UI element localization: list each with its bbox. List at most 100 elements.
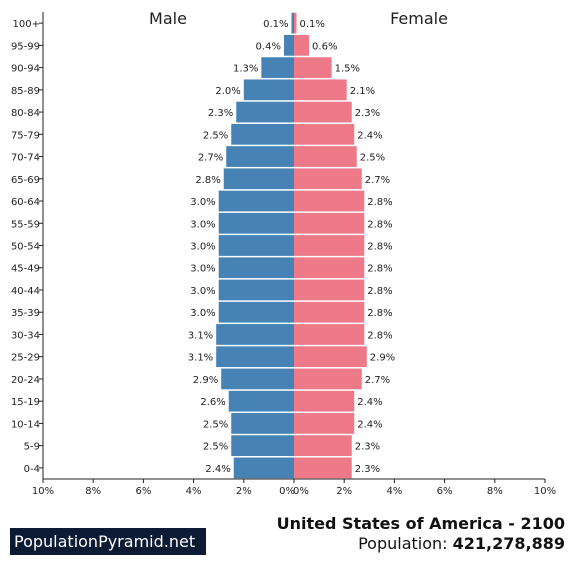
female-bar-35-39 xyxy=(294,301,365,323)
male-bar-55-59 xyxy=(218,212,294,234)
male-bar-20-24 xyxy=(221,368,294,390)
female-value-label-65-69: 2.7% xyxy=(365,175,390,186)
male-value-label-30-34: 3.1% xyxy=(188,330,213,341)
age-label-75-79: 75-79 xyxy=(11,130,40,141)
x-tick-label-4: 2% xyxy=(236,486,252,497)
female-bar-100+ xyxy=(294,12,297,34)
female-value-label-70-74: 2.5% xyxy=(360,153,385,164)
population-value: 421,278,889 xyxy=(452,534,565,553)
male-value-label-0-4: 2.4% xyxy=(205,464,230,475)
age-label-100+: 100+ xyxy=(13,19,40,30)
age-label-55-59: 55-59 xyxy=(11,219,40,230)
female-value-label-15-19: 2.4% xyxy=(357,397,382,408)
age-label-0-4: 0-4 xyxy=(24,464,40,475)
female-value-label-75-79: 2.4% xyxy=(357,130,382,141)
age-label-50-54: 50-54 xyxy=(11,242,40,253)
female-bar-60-64 xyxy=(294,190,365,212)
age-label-60-64: 60-64 xyxy=(11,197,40,208)
male-value-label-60-64: 3.0% xyxy=(190,197,215,208)
female-bar-80-84 xyxy=(294,101,352,123)
male-bar-85-89 xyxy=(243,79,294,101)
female-bar-40-44 xyxy=(294,279,365,301)
male-value-label-75-79: 2.5% xyxy=(203,130,228,141)
female-value-label-0-4: 2.3% xyxy=(355,464,380,475)
female-bar-95-99 xyxy=(294,34,310,56)
age-label-15-19: 15-19 xyxy=(11,397,40,408)
age-label-25-29: 25-29 xyxy=(11,353,40,364)
female-bar-0-4 xyxy=(294,457,352,479)
age-label-85-89: 85-89 xyxy=(11,86,40,97)
male-bar-15-19 xyxy=(228,390,294,412)
female-legend-label: Female xyxy=(390,9,448,28)
male-bar-25-29 xyxy=(216,346,294,368)
male-bar-35-39 xyxy=(218,301,294,323)
age-label-40-44: 40-44 xyxy=(11,286,40,297)
age-label-10-14: 10-14 xyxy=(11,419,40,430)
x-tick-label-1: 8% xyxy=(85,486,101,497)
x-tick-label-0: 10% xyxy=(32,486,54,497)
female-value-label-60-64: 2.8% xyxy=(367,197,392,208)
female-value-label-5-9: 2.3% xyxy=(355,442,380,453)
population-pyramid-chart: Male Female 2.4% 2.3% 2.5% 2.3% 2.5% 2.4% 2.6%… xyxy=(11,9,556,497)
male-value-label-65-69: 2.8% xyxy=(195,175,220,186)
male-bar-65-69 xyxy=(223,168,294,190)
female-bar-10-14 xyxy=(294,413,355,434)
female-bar-45-49 xyxy=(294,257,365,279)
female-value-label-45-49: 2.8% xyxy=(367,264,392,275)
female-bar-90-94 xyxy=(294,57,332,78)
female-value-label-40-44: 2.8% xyxy=(367,286,392,297)
male-value-label-20-24: 2.9% xyxy=(193,375,218,386)
male-value-label-50-54: 3.0% xyxy=(190,242,215,253)
male-legend-label: Male xyxy=(149,9,187,28)
brand-logo[interactable]: PopulationPyramid.net xyxy=(10,528,206,555)
male-value-label-85-89: 2.0% xyxy=(215,86,240,97)
age-label-65-69: 65-69 xyxy=(11,175,40,186)
x-tick-label-3: 4% xyxy=(186,486,202,497)
female-bar-85-89 xyxy=(294,79,347,101)
x-tick-label-10: 8% xyxy=(487,486,503,497)
population-line: Population: 421,278,889 xyxy=(358,534,565,553)
male-value-label-55-59: 3.0% xyxy=(190,219,215,230)
male-value-label-90-94: 1.3% xyxy=(233,64,258,75)
female-bar-50-54 xyxy=(294,235,365,256)
female-value-label-100+: 0.1% xyxy=(300,19,325,30)
male-value-label-70-74: 2.7% xyxy=(198,153,223,164)
age-label-80-84: 80-84 xyxy=(11,108,40,119)
male-value-label-5-9: 2.5% xyxy=(203,442,228,453)
age-label-45-49: 45-49 xyxy=(11,264,40,275)
male-bar-95-99 xyxy=(283,34,294,56)
male-bar-60-64 xyxy=(218,190,294,212)
male-value-label-15-19: 2.6% xyxy=(200,397,225,408)
male-bar-80-84 xyxy=(236,101,294,123)
male-bar-40-44 xyxy=(218,279,294,301)
age-label-70-74: 70-74 xyxy=(11,153,40,164)
male-bar-50-54 xyxy=(218,235,294,256)
male-value-label-95-99: 0.4% xyxy=(256,41,281,52)
female-bar-30-34 xyxy=(294,324,365,345)
male-value-label-25-29: 3.1% xyxy=(188,353,213,364)
female-value-label-10-14: 2.4% xyxy=(357,419,382,430)
female-bar-70-74 xyxy=(294,146,357,167)
female-bar-75-79 xyxy=(294,123,355,145)
male-value-label-40-44: 3.0% xyxy=(190,286,215,297)
female-value-label-50-54: 2.8% xyxy=(367,242,392,253)
female-value-label-20-24: 2.7% xyxy=(365,375,390,386)
male-value-label-80-84: 2.3% xyxy=(208,108,233,119)
female-value-label-80-84: 2.3% xyxy=(355,108,380,119)
male-value-label-100+: 0.1% xyxy=(263,19,288,30)
x-tick-label-8: 4% xyxy=(386,486,402,497)
country-year-title: United States of America - 2100 xyxy=(276,514,565,533)
female-value-label-55-59: 2.8% xyxy=(367,219,392,230)
male-bar-45-49 xyxy=(218,257,294,279)
x-tick-label-2: 6% xyxy=(135,486,151,497)
female-bar-65-69 xyxy=(294,168,362,190)
female-bar-15-19 xyxy=(294,390,355,412)
female-value-label-25-29: 2.9% xyxy=(370,353,395,364)
age-label-90-94: 90-94 xyxy=(11,64,40,75)
x-tick-label-9: 6% xyxy=(437,486,453,497)
age-label-95-99: 95-99 xyxy=(11,41,40,52)
x-tick-label-5: 0% xyxy=(279,486,295,497)
male-bar-100+ xyxy=(291,12,294,34)
male-bar-10-14 xyxy=(231,413,294,434)
male-bar-0-4 xyxy=(233,457,294,479)
